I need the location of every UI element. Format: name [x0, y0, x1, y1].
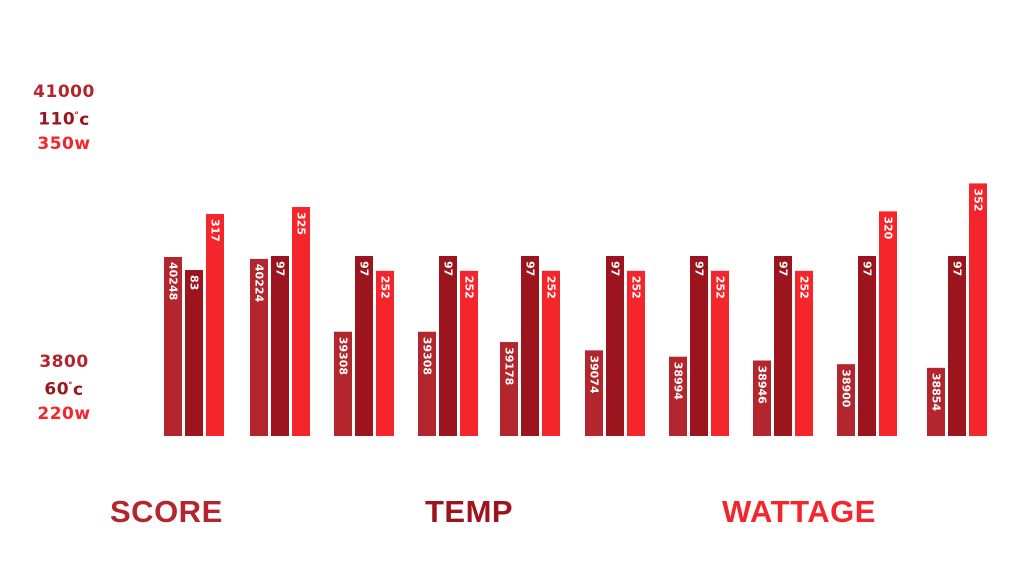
bar-group-2: 40224 97 325	[250, 207, 310, 436]
bar-score-7	[669, 356, 687, 436]
bar-temp-7	[690, 256, 708, 436]
bar-label-temp-4: 97	[442, 261, 455, 276]
bar-score-5	[500, 342, 518, 436]
bar-score-8	[753, 360, 771, 436]
bar-label-temp-10: 97	[951, 261, 964, 276]
bar-temp-6	[606, 256, 624, 436]
bar-label-score-7: 38994	[672, 362, 685, 401]
axis-max-temp-unit: °c	[74, 109, 90, 130]
bar-label-wattage-9: 320	[882, 216, 895, 239]
bar-label-score-1: 40248	[167, 262, 180, 300]
bar-label-score-10: 38854	[930, 373, 943, 412]
axis-max-temp-value: 110	[38, 109, 76, 130]
axis-min-score: 3800	[39, 352, 89, 372]
bar-label-wattage-2: 325	[295, 212, 308, 235]
bar-wattage-7	[711, 270, 729, 436]
bar-temp-8	[774, 256, 792, 436]
bar-label-wattage-6: 252	[630, 276, 643, 299]
legend-wattage: WATTAGE	[722, 494, 876, 529]
bar-wattage-9	[879, 211, 897, 436]
legend-score: SCORE	[110, 494, 223, 529]
bar-label-temp-8: 97	[777, 261, 790, 276]
axis-max-score: 41000	[33, 82, 95, 102]
bar-wattage-6	[627, 270, 645, 436]
bar-temp-1	[185, 270, 203, 436]
axis-max-wattage: 350w	[37, 133, 91, 154]
bar-temp-5	[521, 256, 539, 436]
bar-wattage-4	[460, 270, 478, 436]
bar-wattage-8	[795, 270, 813, 436]
axis-min-temp-unit: °c	[68, 379, 84, 400]
degree-icon: °	[74, 111, 80, 121]
bar-label-wattage-1: 317	[209, 219, 222, 242]
bar-group-8: 38946 97 252	[753, 256, 813, 436]
bar-group-9: 38900 97 320	[837, 211, 897, 436]
bar-wattage-1	[206, 214, 224, 436]
bar-label-score-8: 38946	[756, 366, 769, 405]
bar-wattage-3	[376, 270, 394, 436]
axis-max-labels: 41000 110°c 350w	[14, 80, 114, 156]
bar-score-6	[585, 350, 603, 436]
bar-score-9	[837, 364, 855, 436]
bar-label-score-3: 39308	[337, 337, 350, 375]
bar-label-wattage-7: 252	[714, 276, 727, 299]
bar-score-3	[334, 331, 352, 436]
bar-label-wattage-5: 252	[545, 276, 558, 299]
axis-max-temp: 110°c	[14, 104, 114, 132]
bar-group-4: 39308 97 252	[418, 256, 478, 436]
bar-label-temp-9: 97	[861, 261, 874, 276]
bar-group-5: 39178 97 252	[500, 256, 560, 436]
axis-min-temp: 60°c	[14, 374, 114, 402]
bar-wattage-10	[969, 183, 987, 436]
bar-temp-10	[948, 256, 966, 436]
bar-label-temp-1: 83	[188, 275, 201, 290]
bar-label-temp-5: 97	[524, 261, 537, 276]
bar-label-temp-7: 97	[693, 261, 706, 276]
bar-score-4	[418, 331, 436, 436]
bar-label-score-5: 39178	[503, 347, 516, 385]
bar-temp-4	[439, 256, 457, 436]
legend-temp: TEMP	[425, 494, 514, 529]
axis-min-temp-value: 60	[44, 379, 70, 400]
bar-group-7: 38994 97 252	[669, 256, 729, 436]
bar-temp-3	[355, 256, 373, 436]
bar-wattage-2	[292, 207, 310, 436]
bar-label-temp-2: 97	[274, 261, 287, 276]
bar-score-10	[927, 367, 945, 436]
bar-score-1	[164, 257, 182, 436]
bar-label-wattage-10: 352	[972, 188, 985, 211]
bar-group-3: 39308 97 252	[334, 256, 394, 436]
bar-label-temp-3: 97	[358, 261, 371, 276]
bar-label-score-2: 40224	[253, 264, 266, 303]
bar-score-2	[250, 258, 268, 436]
bar-label-score-9: 38900	[840, 369, 853, 408]
degree-icon: °	[68, 381, 74, 391]
bar-label-score-4: 39308	[421, 337, 434, 375]
bar-label-score-6: 39074	[588, 355, 601, 394]
bar-group-6: 39074 97 252	[585, 256, 645, 436]
bar-group-1: 40248 83 317	[164, 214, 224, 436]
axis-min-wattage: 220w	[37, 403, 91, 424]
axis-min-labels: 3800 60°c 220w	[14, 350, 114, 426]
bar-group-10: 38854 97 352	[927, 183, 987, 436]
bar-label-wattage-4: 252	[463, 276, 476, 299]
bar-temp-9	[858, 256, 876, 436]
bar-temp-2	[271, 256, 289, 436]
bar-label-temp-6: 97	[609, 261, 622, 276]
bar-wattage-5	[542, 270, 560, 436]
bar-label-wattage-8: 252	[798, 276, 811, 299]
bar-label-wattage-3: 252	[379, 276, 392, 299]
